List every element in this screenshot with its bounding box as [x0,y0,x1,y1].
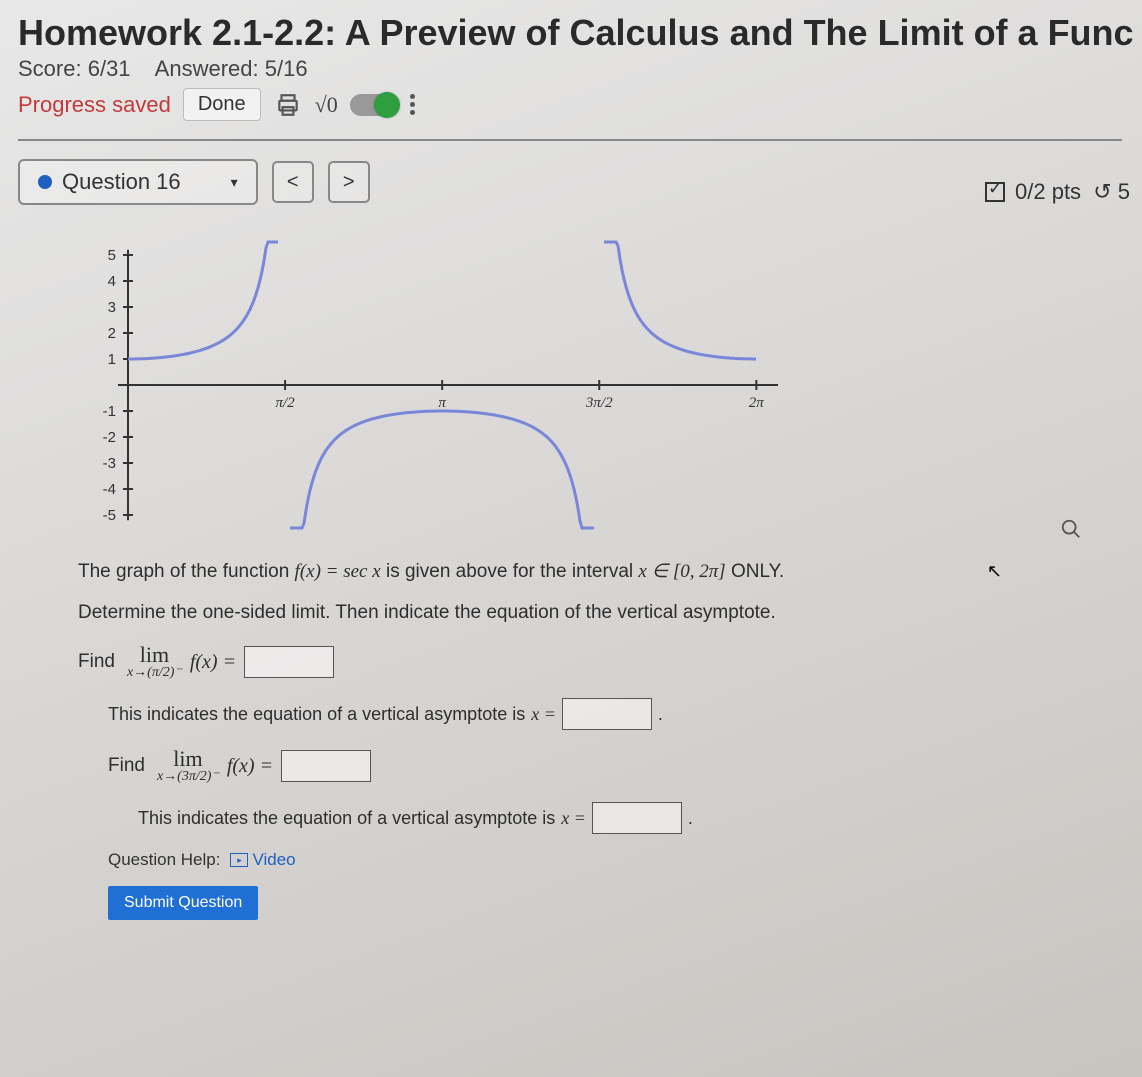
retry-count: 5 [1118,179,1130,204]
svg-text:-2: -2 [103,429,116,446]
instruction-text: Determine the one-sided limit. Then indi… [78,600,1102,627]
video-link[interactable]: ▸ Video [230,850,295,870]
find-label-1: Find [78,651,115,673]
points-text: 0/2 pts [1015,179,1081,204]
score-line: Score: 6/31 Answered: 5/16 [18,56,1142,82]
limit-2-expr: lim x→(3π/2)⁻ [157,748,219,784]
asymptote-1-row: This indicates the equation of a vertica… [108,698,1102,730]
retry-icon: ↺ [1093,179,1111,204]
svg-text:-1: -1 [103,403,116,420]
limit-2-row: Find lim x→(3π/2)⁻ f(x) = [108,748,1102,784]
answered-value: 5/16 [265,56,308,81]
divider [18,139,1122,141]
svg-text:π: π [438,395,446,411]
function-expr: f(x) = sec x [295,561,381,582]
more-menu-icon[interactable] [410,94,415,115]
svg-text:5: 5 [108,247,116,264]
fx-eq-1: f(x) = [190,651,236,674]
asymptote-2-input[interactable] [592,802,682,834]
limit-1-row: Find lim x→(π/2)⁻ f(x) = [78,644,1102,680]
svg-text:2: 2 [108,325,116,342]
svg-text:3π/2: 3π/2 [585,395,613,411]
magnify-icon[interactable] [1060,518,1082,545]
svg-text:1: 1 [108,351,116,368]
score-label: Score: [18,56,82,81]
svg-text:-5: -5 [103,507,116,524]
fx-eq-2: f(x) = [227,755,273,778]
settings-toggle[interactable] [350,94,398,116]
svg-text:4: 4 [108,273,116,290]
help-label: Question Help: [108,850,220,870]
chart-svg: -5 -4 -3 -2 -1 1 2 3 4 5 π/2 π 3π/2 2π [78,215,798,545]
question-selector[interactable]: Question 16 ▾ [18,159,258,205]
cursor-icon: ↖ [987,559,1002,584]
help-row: Question Help: ▸ Video [108,850,1102,870]
score-value: 6/31 [88,56,131,81]
svg-text:3: 3 [108,299,116,316]
limit-1-expr: lim x→(π/2)⁻ [127,644,182,680]
svg-text:2π: 2π [749,395,765,411]
limit-1-input[interactable] [244,646,334,678]
question-status-dot [38,175,52,189]
next-question-button[interactable]: > [328,161,370,203]
done-button[interactable]: Done [183,88,261,121]
question-label: Question 16 [62,169,181,195]
calculator-icon[interactable]: √0 [315,92,338,118]
asymptote-1-input[interactable] [562,698,652,730]
graph-description: The graph of the function f(x) = sec x i… [78,559,1102,586]
find-label-2: Find [108,755,145,777]
svg-text:π/2: π/2 [275,395,295,411]
x-eq-2: x = [561,808,586,829]
asymptote-2-row: This indicates the equation of a vertica… [138,802,1102,834]
svg-text:-3: -3 [103,455,116,472]
submit-question-button[interactable]: Submit Question [108,886,258,920]
video-icon: ▸ [230,853,248,867]
interval-expr: x ∈ [0, 2π] [638,561,725,582]
progress-saved-label: Progress saved [18,92,171,118]
svg-text:-4: -4 [103,481,116,498]
homework-title: Homework 2.1-2.2: A Preview of Calculus … [18,12,1142,54]
check-icon [985,182,1005,202]
print-icon[interactable] [273,90,303,120]
sec-graph: -5 -4 -3 -2 -1 1 2 3 4 5 π/2 π 3π/2 2π [78,215,1142,545]
prev-question-button[interactable]: < [272,161,314,203]
limit-2-input[interactable] [281,750,371,782]
x-eq-1: x = [531,704,556,725]
answered-label: Answered: [155,56,259,81]
chevron-down-icon: ▾ [231,174,238,191]
